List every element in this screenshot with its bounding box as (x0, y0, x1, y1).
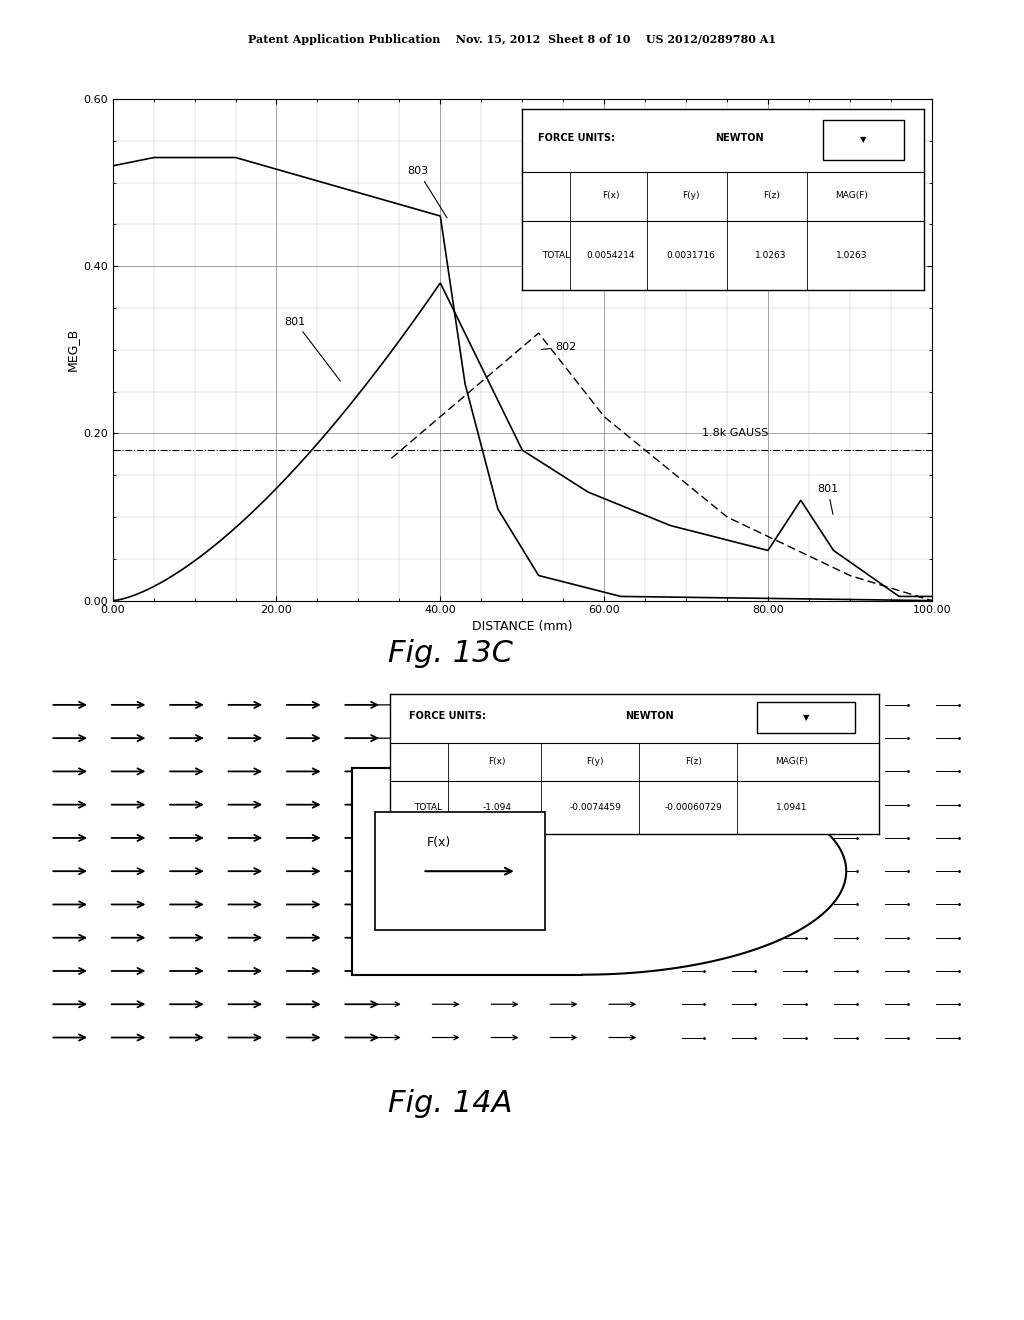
Text: 801: 801 (817, 484, 839, 515)
Polygon shape (352, 768, 846, 974)
X-axis label: DISTANCE (mm): DISTANCE (mm) (472, 619, 572, 632)
Text: 803: 803 (408, 166, 447, 218)
Text: Patent Application Publication    Nov. 15, 2012  Sheet 8 of 10    US 2012/028978: Patent Application Publication Nov. 15, … (248, 34, 776, 45)
Text: 801: 801 (285, 317, 340, 381)
Y-axis label: MEG_B: MEG_B (66, 329, 79, 371)
Text: 1.8k GAUSS: 1.8k GAUSS (702, 428, 769, 437)
Bar (376, 812, 545, 931)
Text: 802: 802 (542, 342, 577, 352)
Text: Fig. 13C: Fig. 13C (388, 639, 513, 668)
Text: Fig. 14A: Fig. 14A (388, 1089, 513, 1118)
Text: F(x): F(x) (427, 836, 452, 849)
